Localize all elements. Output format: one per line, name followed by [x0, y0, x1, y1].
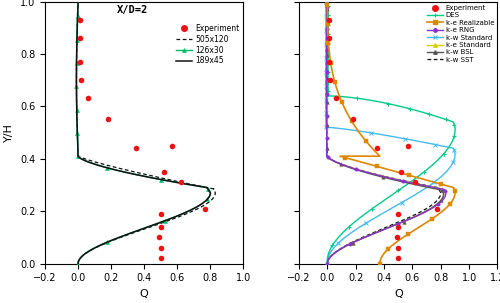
Point	[176, 180, 184, 185]
Point	[325, 36, 333, 41]
Point	[78, 78, 86, 83]
Point	[132, 146, 140, 151]
Point	[412, 180, 420, 185]
Point	[157, 245, 165, 250]
Legend: Experiment, 505x120, 126x30, 189x45: Experiment, 505x120, 126x30, 189x45	[176, 24, 240, 65]
Point	[76, 59, 84, 64]
Point	[325, 18, 333, 22]
Point	[394, 225, 402, 229]
Point	[394, 256, 402, 261]
Point	[394, 245, 402, 250]
Point	[76, 18, 84, 22]
Point	[326, 78, 334, 83]
Point	[168, 143, 176, 148]
Point	[432, 206, 440, 211]
X-axis label: Q: Q	[394, 289, 402, 299]
Point	[394, 211, 402, 216]
Point	[404, 143, 412, 148]
Point	[160, 169, 168, 174]
Point	[397, 169, 405, 174]
Point	[104, 117, 112, 122]
Point	[157, 225, 165, 229]
Point	[202, 206, 209, 211]
X-axis label: Q: Q	[140, 289, 148, 299]
Point	[76, 36, 84, 41]
Legend: Experiment, DES, k-e Realizable, k-e RNG, k-w Standard, k-e Standard, k-w BSL, k: Experiment, DES, k-e Realizable, k-e RNG…	[428, 5, 494, 63]
Point	[84, 96, 92, 101]
Point	[349, 117, 357, 122]
Point	[157, 256, 165, 261]
Point	[373, 146, 381, 151]
Point	[393, 235, 401, 240]
Point	[155, 235, 163, 240]
Y-axis label: Y/H: Y/H	[4, 123, 15, 142]
Point	[325, 59, 333, 64]
Text: X/D=2: X/D=2	[116, 5, 148, 15]
Point	[332, 96, 340, 101]
Point	[157, 211, 165, 216]
